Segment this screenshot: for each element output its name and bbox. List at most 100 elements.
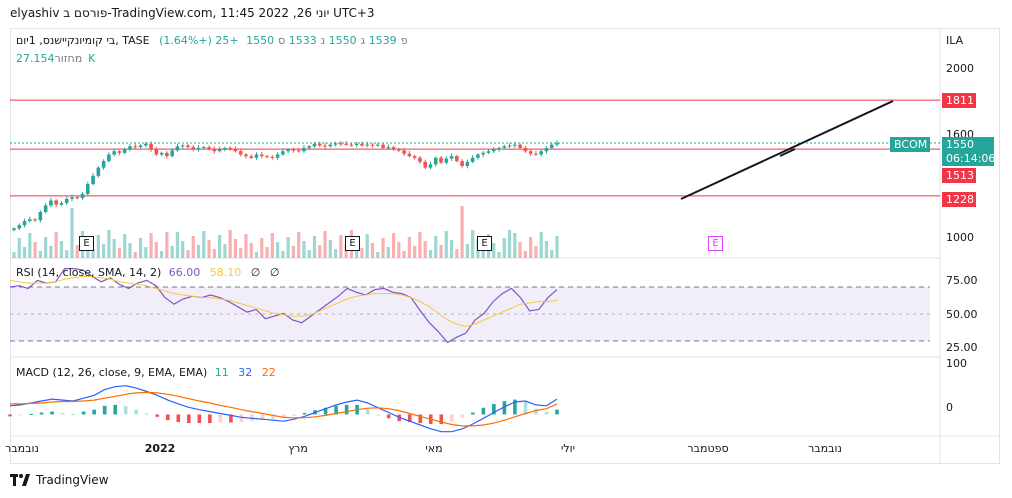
volume-bar — [33, 242, 37, 258]
volume-bar — [138, 238, 143, 258]
candle-body — [233, 148, 238, 152]
earnings-badge-1[interactable]: E — [79, 236, 94, 251]
macd-histogram-bar — [334, 405, 338, 415]
trend-line-2[interactable] — [779, 148, 796, 157]
macd-histogram-bar — [292, 414, 296, 416]
candle-body — [544, 147, 549, 152]
volume-bar — [191, 236, 195, 258]
candle-body — [128, 146, 132, 150]
macd-histogram-bar — [29, 413, 33, 415]
candle-body — [449, 156, 454, 159]
volume-bar — [181, 241, 185, 258]
footer-brand-text: TradingView — [36, 473, 109, 487]
candle-body — [555, 143, 559, 145]
rsi-tick-50: 50.00 — [946, 308, 978, 321]
candle-body — [259, 154, 264, 157]
volume-bar — [133, 252, 137, 258]
candle-body — [101, 161, 106, 168]
macd-histogram-bar — [471, 412, 475, 415]
candle-body — [423, 161, 428, 168]
rsi-name[interactable]: RSI (14, close, SMA, 14, 2) — [16, 266, 162, 279]
candle-body — [286, 149, 290, 152]
candle-body — [460, 161, 464, 166]
volume-bar — [302, 241, 306, 258]
candle-body — [64, 198, 69, 203]
volume-bar — [544, 241, 549, 258]
x-label-july: יולי — [560, 442, 576, 455]
candle-body — [196, 147, 201, 150]
candle-body — [54, 200, 58, 205]
macd-histogram-bar — [102, 405, 107, 415]
rsi-band-fill — [10, 287, 930, 341]
level-tag-1811: 1811 — [942, 93, 976, 108]
volume-bar — [328, 240, 332, 258]
candle-body — [386, 147, 391, 149]
candle-body — [418, 157, 422, 162]
macd-histogram-bar — [460, 414, 465, 418]
candle-body — [528, 151, 533, 154]
macd-lines — [8, 385, 559, 433]
symbol-name[interactable]: בי קומיונקיישנס, 1יום, TASE — [16, 34, 150, 47]
macd-histogram-bar — [407, 414, 412, 423]
candle-body — [175, 146, 180, 151]
price-tick-2000: 2000 — [946, 62, 974, 75]
candle-body — [43, 205, 48, 212]
candle-body — [502, 146, 507, 148]
volume-bar — [207, 240, 211, 258]
macd-histogram-bar — [418, 414, 423, 424]
macd-signal-value: 22 — [261, 366, 276, 379]
close-label: ס — [278, 34, 286, 47]
volume-bar — [370, 243, 375, 258]
level-tag-1228: 1228 — [942, 192, 976, 207]
macd-legend: MACD (12, 26, close, 9, EMA, EMA) 11 32 … — [16, 366, 282, 379]
main-legend: בי קומיונקיישנס, 1יום, TASE פ1539 ג1550 … — [16, 34, 408, 47]
candle-body — [365, 144, 370, 146]
candle-body — [217, 149, 222, 152]
macd-histogram-bar — [386, 414, 391, 419]
chart-frame — [10, 28, 1000, 464]
volume-bar — [128, 243, 132, 258]
macd-histogram-bar — [208, 414, 212, 424]
volume-bar — [91, 249, 95, 258]
candle-body — [22, 221, 27, 226]
candle-body — [381, 144, 385, 148]
candle-body — [323, 145, 327, 147]
candle-body — [307, 146, 312, 148]
volume-bar — [270, 233, 274, 258]
candle-body — [391, 147, 396, 150]
volume-bar — [428, 250, 433, 258]
volume-bar — [233, 239, 238, 258]
candle-body — [360, 143, 364, 146]
candle-body — [186, 145, 190, 148]
volume-bar — [413, 246, 417, 258]
tradingview-logo-icon — [10, 474, 30, 486]
volume-bar — [38, 251, 42, 258]
currency-label: ILA — [946, 34, 964, 47]
volume-bar — [449, 240, 454, 258]
volume-bar — [529, 237, 533, 258]
rsi-legend: RSI (14, close, SMA, 14, 2) 66.00 58.10 … — [16, 266, 285, 279]
x-label-2022: 2022 — [144, 442, 176, 455]
candle-body — [133, 146, 138, 148]
candle-body — [244, 154, 248, 157]
volume-bar — [223, 244, 227, 258]
candle-body — [513, 144, 517, 146]
macd-histogram-bar — [281, 414, 286, 419]
volume-bar — [202, 231, 206, 258]
earnings-badge-3[interactable]: E — [477, 236, 492, 251]
macd-histogram-bar — [439, 414, 444, 425]
macd-histogram-bar — [229, 414, 233, 423]
volume-label[interactable]: מחזור — [54, 52, 83, 65]
volume-bar — [297, 232, 301, 258]
macd-name[interactable]: MACD (12, 26, close, 9, EMA, EMA) — [16, 366, 208, 379]
macd-hist-value: 11 — [214, 366, 229, 379]
volume-bar — [439, 245, 443, 258]
candle-body — [75, 197, 80, 199]
close-value: 1550 — [246, 34, 275, 47]
earnings-badge-upcoming[interactable]: E — [708, 236, 723, 251]
trend-line-1[interactable] — [680, 100, 894, 200]
candle-body — [212, 148, 217, 152]
candle-body — [291, 149, 296, 151]
earnings-badge-2[interactable]: E — [345, 236, 360, 251]
